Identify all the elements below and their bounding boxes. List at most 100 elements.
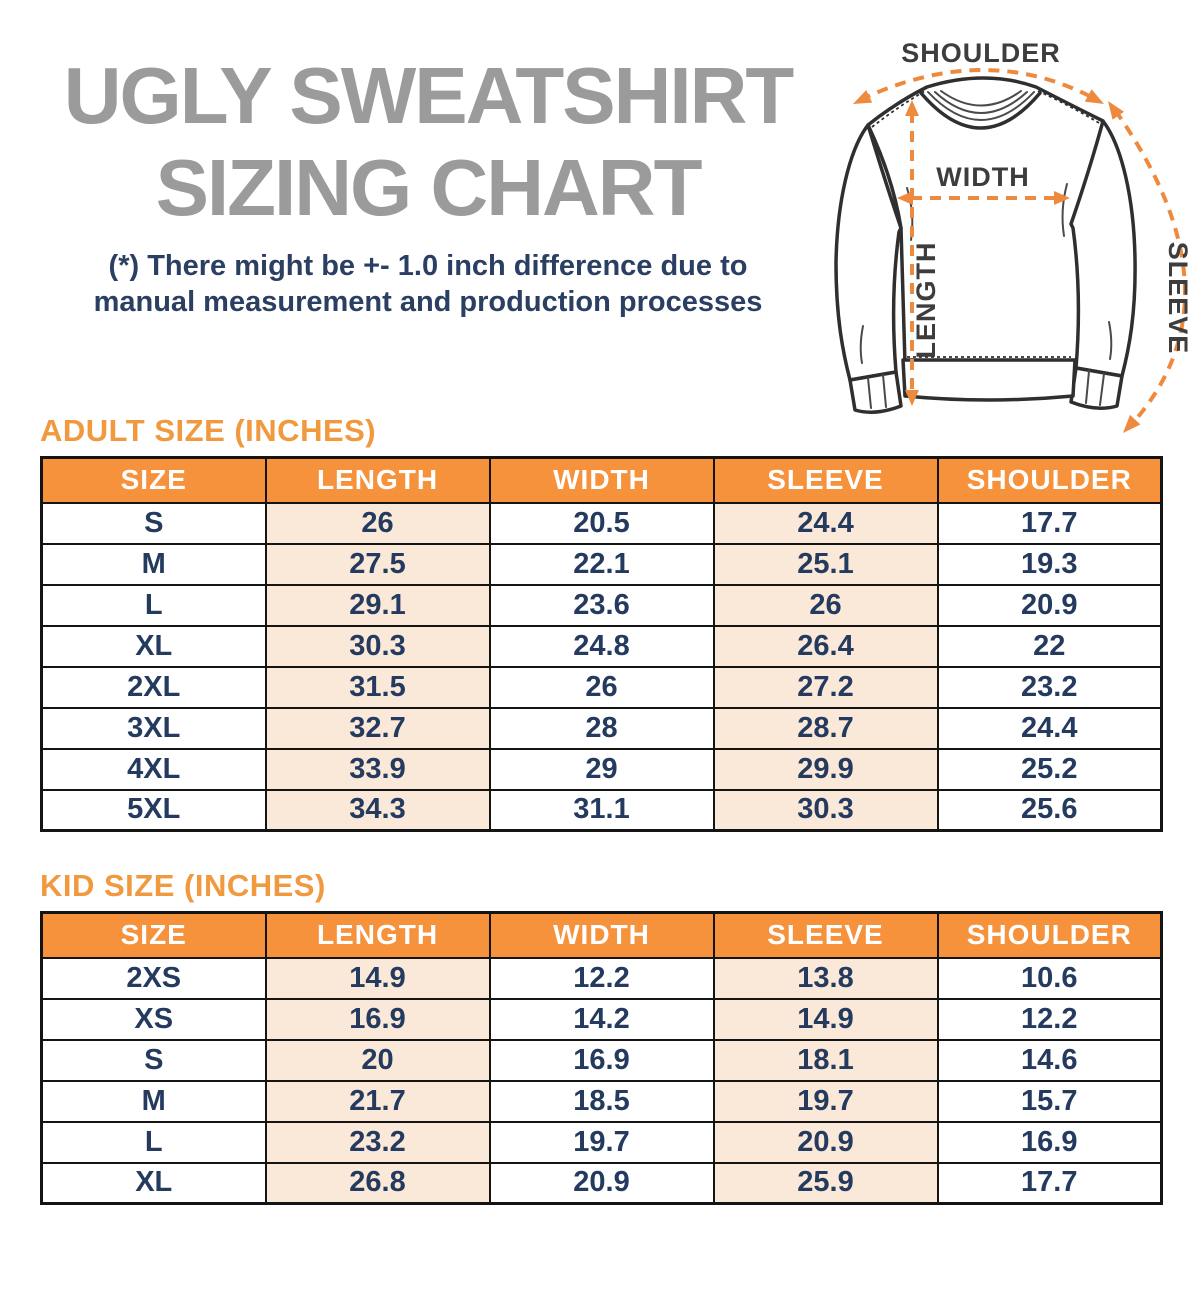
column-header-shoulder: SHOULDER [936, 456, 1163, 504]
measurement-cell: 10.6 [936, 956, 1163, 1000]
kid-header-row: SIZE LENGTH WIDTH SLEEVE SHOULDER [40, 911, 1163, 959]
sleeve-label: SLEEVE [1163, 242, 1193, 355]
size-cell: 5XL [40, 788, 267, 832]
measurement-cell: 20.9 [936, 583, 1163, 627]
sweatshirt-right-cuff [1069, 366, 1124, 410]
measurement-cell: 27.5 [264, 542, 491, 586]
measurement-cell: 12.2 [936, 997, 1163, 1041]
measurement-cell: 34.3 [264, 788, 491, 832]
sweatshirt-hem [901, 358, 1077, 402]
table-row: 2XL 31.5 26 27.2 23.2 [40, 665, 1163, 709]
size-cell: 2XS [40, 956, 267, 1000]
adult-size-table: SIZE LENGTH WIDTH SLEEVE SHOULDER S 26 20.5 24.… [40, 456, 1163, 832]
measurement-cell: 26.4 [712, 624, 939, 668]
measurement-cell: 26 [488, 665, 715, 709]
measurement-cell: 20 [264, 1038, 491, 1082]
size-cell: XS [40, 997, 267, 1041]
table-row: S 20 16.9 18.1 14.6 [40, 1038, 1163, 1082]
arrowhead [1084, 89, 1104, 104]
column-header-size: SIZE [40, 911, 267, 959]
shoulder-label: SHOULDER [901, 38, 1061, 68]
table-row: L 23.2 19.7 20.9 16.9 [40, 1120, 1163, 1164]
table-row: M 27.5 22.1 25.1 19.3 [40, 542, 1163, 586]
measurement-cell: 27.2 [712, 665, 939, 709]
measurement-cell: 30.3 [712, 788, 939, 832]
column-header-width: WIDTH [488, 456, 715, 504]
disclaimer-line2: manual measurement and production proces… [93, 286, 763, 318]
column-header-length: LENGTH [264, 911, 491, 959]
size-cell: 4XL [40, 747, 267, 791]
shoulder-measure-line [859, 68, 1098, 102]
disclaimer-line1: (*) There might be +- 1.0 inch differenc… [108, 250, 748, 282]
measurement-cell: 29.1 [264, 583, 491, 627]
measurement-cell: 25.6 [936, 788, 1163, 832]
measurement-cell: 21.7 [264, 1079, 491, 1123]
measurement-cell: 26.8 [264, 1161, 491, 1205]
measurement-cell: 18.5 [488, 1079, 715, 1123]
column-header-width: WIDTH [488, 911, 715, 959]
size-cell: M [40, 1079, 267, 1123]
measurement-cell: 23.6 [488, 583, 715, 627]
measurement-cell: 31.1 [488, 788, 715, 832]
size-cell: S [40, 501, 267, 545]
measurement-cell: 24.8 [488, 624, 715, 668]
column-header-size: SIZE [40, 456, 267, 504]
column-header-sleeve: SLEEVE [712, 456, 939, 504]
sweatshirt-body [866, 76, 1105, 366]
kid-size-heading: KID SIZE (INCHES) [40, 868, 326, 903]
size-cell: L [40, 1120, 267, 1164]
column-header-sleeve: SLEEVE [712, 911, 939, 959]
measurement-cell: 19.7 [488, 1120, 715, 1164]
measurement-cell: 23.2 [264, 1120, 491, 1164]
measurement-cell: 24.4 [712, 501, 939, 545]
measurement-cell: 25.1 [712, 542, 939, 586]
measurement-cell: 20.9 [488, 1161, 715, 1205]
adult-size-heading: ADULT SIZE (INCHES) [40, 413, 377, 448]
arrowhead [905, 390, 919, 406]
adult-header-row: SIZE LENGTH WIDTH SLEEVE SHOULDER [40, 456, 1163, 504]
table-row: L 29.1 23.6 26 20.9 [40, 583, 1163, 627]
page-title-line2: SIZING CHART [155, 143, 703, 232]
measurement-cell: 22.1 [488, 542, 715, 586]
measurement-cell: 20.9 [712, 1120, 939, 1164]
size-cell: S [40, 1038, 267, 1082]
measurement-cell: 23.2 [936, 665, 1163, 709]
measurement-cell: 28.7 [712, 706, 939, 750]
sweatshirt-left-cuff [848, 370, 903, 414]
measurement-cell: 15.7 [936, 1079, 1163, 1123]
table-row: 2XS 14.9 12.2 13.8 10.6 [40, 956, 1163, 1000]
size-cell: M [40, 542, 267, 586]
measurement-cell: 26 [264, 501, 491, 545]
length-label: LENGTH [911, 242, 941, 359]
measurement-cell: 26 [712, 583, 939, 627]
table-row: XL 30.3 24.8 26.4 22 [40, 624, 1163, 668]
measurement-cell: 16.9 [488, 1038, 715, 1082]
measurement-cell: 33.9 [264, 747, 491, 791]
column-header-shoulder: SHOULDER [936, 911, 1163, 959]
measurement-cell: 17.7 [936, 1161, 1163, 1205]
table-row: S 26 20.5 24.4 17.7 [40, 501, 1163, 545]
table-row: M 21.7 18.5 19.7 15.7 [40, 1079, 1163, 1123]
sweatshirt-measurement-diagram: SHOULDER WIDTH LENGTH SLEEVE [834, 38, 1193, 433]
width-label: WIDTH [936, 162, 1029, 192]
table-row: 3XL 32.7 28 28.7 24.4 [40, 706, 1163, 750]
measurement-cell: 12.2 [488, 956, 715, 1000]
measurement-cell: 29.9 [712, 747, 939, 791]
measurement-cell: 24.4 [936, 706, 1163, 750]
table-row: XS 16.9 14.2 14.9 12.2 [40, 997, 1163, 1041]
arrowhead [1108, 101, 1124, 120]
arrowhead [1123, 414, 1141, 433]
measurement-cell: 25.9 [712, 1161, 939, 1205]
sleeve-measure-line [1113, 108, 1187, 428]
measurement-cell: 17.7 [936, 501, 1163, 545]
arrowhead [1054, 191, 1070, 205]
size-cell: XL [40, 1161, 267, 1205]
measurement-cell: 13.8 [712, 956, 939, 1000]
size-cell: 3XL [40, 706, 267, 750]
arrowhead [905, 100, 919, 116]
measurement-cell: 29 [488, 747, 715, 791]
measurement-cell: 30.3 [264, 624, 491, 668]
size-cell: L [40, 583, 267, 627]
measurement-cell: 25.2 [936, 747, 1163, 791]
